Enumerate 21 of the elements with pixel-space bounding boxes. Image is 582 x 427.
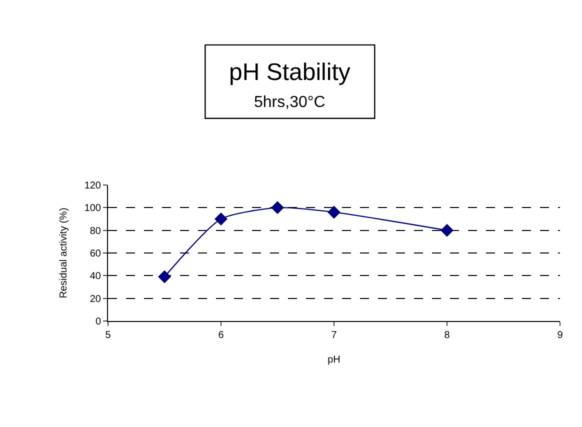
point — [328, 206, 340, 219]
chart-title: pH Stability — [229, 59, 350, 86]
y-tick-label: 20 — [90, 294, 102, 305]
y-tick-label: 40 — [90, 271, 102, 282]
point — [158, 270, 171, 284]
point — [271, 201, 284, 214]
chart-subtitle: 5hrs,30°C — [254, 94, 326, 111]
x-tick-label: 8 — [444, 330, 450, 341]
y-tick-label: 100 — [84, 203, 102, 214]
x-axis-title: pH — [328, 354, 340, 366]
y-tick-label: 120 — [84, 180, 102, 192]
y-tick-label: 0 — [95, 316, 102, 328]
x-tick-label: 7 — [331, 330, 338, 341]
x-tick-label: 9 — [557, 330, 564, 341]
y-tick-label: 60 — [90, 248, 102, 260]
point — [440, 224, 454, 237]
point — [214, 212, 228, 226]
y-tick-label: 80 — [90, 226, 102, 237]
x-tick-label: 5 — [105, 330, 112, 341]
x-tick-label: 6 — [218, 330, 224, 341]
y-axis-title: Residual activity (%) — [58, 208, 70, 298]
